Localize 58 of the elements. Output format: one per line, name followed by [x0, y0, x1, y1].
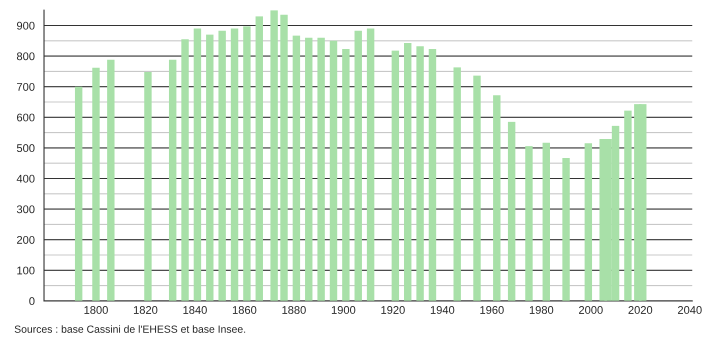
bar [404, 42, 412, 301]
bar [305, 38, 312, 301]
bar [74, 86, 82, 301]
y-tick-label: 400 [16, 174, 35, 183]
y-tick-label: 700 [17, 82, 35, 91]
y-tick-label: 0 [29, 297, 35, 306]
bar [473, 76, 481, 301]
y-tick-label: 600 [17, 114, 35, 122]
bar [366, 28, 374, 301]
x-tick-label: 1920 [381, 306, 405, 314]
x-tick-label: 2020 [628, 306, 652, 314]
bar [453, 67, 461, 301]
bar [584, 143, 592, 301]
y-tick-label: 300 [16, 205, 35, 214]
bar [542, 142, 550, 301]
bar [416, 46, 424, 301]
bar [270, 10, 278, 301]
x-tick-label: 2000 [579, 306, 603, 314]
x-tick-label: 1960 [480, 306, 504, 314]
x-tick-label: 1860 [232, 306, 256, 314]
bar [92, 68, 100, 301]
bar [562, 158, 570, 301]
y-tick-label: 500 [16, 144, 35, 152]
bar [194, 28, 202, 301]
x-tick-label: 1900 [332, 306, 356, 314]
y-tick-label: 900 [16, 22, 35, 30]
x-tick-label: 2040 [678, 306, 702, 314]
x-tick-label: 1800 [84, 306, 108, 314]
x-tick-label: 1940 [430, 306, 454, 314]
bar [230, 28, 238, 301]
bar [256, 16, 263, 301]
source-note: Sources : base Cassini de l'EHESS et base Insee. [14, 325, 246, 333]
y-tick-label: 100 [17, 266, 35, 274]
bar [317, 38, 325, 301]
bar [330, 40, 338, 301]
bar [168, 60, 176, 301]
bar [243, 26, 251, 301]
bar [624, 110, 632, 301]
y-tick-label: 200 [17, 236, 35, 244]
bar [392, 50, 400, 301]
bar [181, 39, 189, 301]
bar [218, 30, 226, 301]
bar [206, 34, 214, 301]
bar [342, 49, 350, 301]
bar [107, 60, 115, 301]
bar [525, 146, 533, 301]
bar [493, 95, 501, 301]
bar [292, 36, 300, 301]
bar [508, 122, 516, 301]
x-tick-label: 1880 [282, 306, 306, 314]
bar [354, 30, 362, 301]
bar [144, 72, 152, 301]
x-tick-label: 1980 [530, 306, 554, 314]
x-tick-label: 1840 [183, 306, 207, 314]
bar [280, 14, 288, 301]
x-tick-label: 1820 [134, 306, 158, 314]
bar [428, 49, 436, 301]
y-tick-label: 800 [16, 52, 35, 60]
